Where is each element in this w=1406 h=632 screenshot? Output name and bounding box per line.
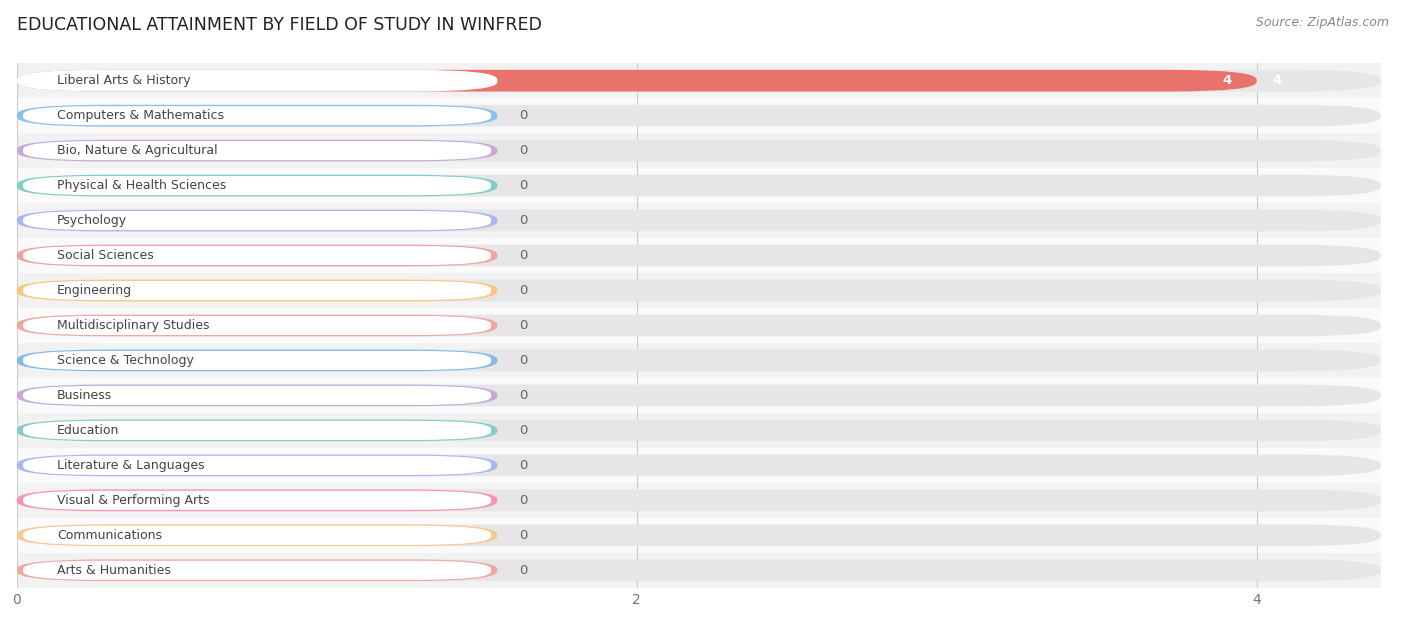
Text: 4: 4 <box>1223 74 1232 87</box>
Text: Psychology: Psychology <box>58 214 128 227</box>
FancyBboxPatch shape <box>17 140 1381 161</box>
FancyBboxPatch shape <box>17 315 498 336</box>
FancyBboxPatch shape <box>17 385 1381 406</box>
FancyBboxPatch shape <box>22 176 491 195</box>
Text: Multidisciplinary Studies: Multidisciplinary Studies <box>58 319 209 332</box>
Bar <box>17 63 1381 98</box>
FancyBboxPatch shape <box>22 246 491 265</box>
Text: 0: 0 <box>519 564 527 577</box>
Text: EDUCATIONAL ATTAINMENT BY FIELD OF STUDY IN WINFRED: EDUCATIONAL ATTAINMENT BY FIELD OF STUDY… <box>17 16 541 33</box>
Text: Visual & Performing Arts: Visual & Performing Arts <box>58 494 209 507</box>
Text: Science & Technology: Science & Technology <box>58 354 194 367</box>
FancyBboxPatch shape <box>17 315 1381 336</box>
Text: 0: 0 <box>519 319 527 332</box>
Text: 0: 0 <box>519 144 527 157</box>
FancyBboxPatch shape <box>17 140 498 161</box>
Bar <box>17 273 1381 308</box>
Bar <box>17 378 1381 413</box>
FancyBboxPatch shape <box>17 490 498 511</box>
FancyBboxPatch shape <box>22 456 491 475</box>
Bar <box>17 203 1381 238</box>
FancyBboxPatch shape <box>22 281 491 300</box>
FancyBboxPatch shape <box>17 105 498 126</box>
FancyBboxPatch shape <box>17 70 1381 92</box>
FancyBboxPatch shape <box>17 525 498 546</box>
FancyBboxPatch shape <box>17 559 1381 581</box>
Text: 4: 4 <box>1272 74 1281 87</box>
FancyBboxPatch shape <box>17 349 1381 371</box>
FancyBboxPatch shape <box>17 349 498 371</box>
Text: 0: 0 <box>519 494 527 507</box>
Text: 0: 0 <box>519 214 527 227</box>
FancyBboxPatch shape <box>22 421 491 440</box>
FancyBboxPatch shape <box>17 70 498 92</box>
FancyBboxPatch shape <box>22 316 491 335</box>
Bar <box>17 343 1381 378</box>
Text: 0: 0 <box>519 354 527 367</box>
FancyBboxPatch shape <box>17 210 498 231</box>
FancyBboxPatch shape <box>17 559 498 581</box>
FancyBboxPatch shape <box>22 526 491 545</box>
FancyBboxPatch shape <box>22 351 491 370</box>
Text: 0: 0 <box>519 249 527 262</box>
Bar <box>17 518 1381 553</box>
FancyBboxPatch shape <box>17 385 498 406</box>
FancyBboxPatch shape <box>17 420 498 441</box>
Text: Education: Education <box>58 424 120 437</box>
FancyBboxPatch shape <box>22 106 491 125</box>
FancyBboxPatch shape <box>17 70 1257 92</box>
FancyBboxPatch shape <box>17 105 1381 126</box>
Text: 0: 0 <box>519 284 527 297</box>
Text: 0: 0 <box>519 109 527 122</box>
FancyBboxPatch shape <box>22 211 491 230</box>
FancyBboxPatch shape <box>17 454 1381 476</box>
FancyBboxPatch shape <box>17 420 1381 441</box>
Bar <box>17 553 1381 588</box>
FancyBboxPatch shape <box>17 280 498 301</box>
Text: 0: 0 <box>519 424 527 437</box>
Text: Arts & Humanities: Arts & Humanities <box>58 564 172 577</box>
Text: Social Sciences: Social Sciences <box>58 249 153 262</box>
FancyBboxPatch shape <box>17 454 498 476</box>
Bar <box>17 133 1381 168</box>
Bar <box>17 483 1381 518</box>
FancyBboxPatch shape <box>22 386 491 405</box>
FancyBboxPatch shape <box>17 210 1381 231</box>
Text: Liberal Arts & History: Liberal Arts & History <box>58 74 191 87</box>
Bar <box>17 238 1381 273</box>
FancyBboxPatch shape <box>17 245 498 266</box>
Text: Computers & Mathematics: Computers & Mathematics <box>58 109 224 122</box>
FancyBboxPatch shape <box>17 245 1381 266</box>
Text: 0: 0 <box>519 179 527 192</box>
FancyBboxPatch shape <box>22 141 491 160</box>
Text: Business: Business <box>58 389 112 402</box>
Text: Bio, Nature & Agricultural: Bio, Nature & Agricultural <box>58 144 218 157</box>
FancyBboxPatch shape <box>17 490 1381 511</box>
FancyBboxPatch shape <box>22 561 491 580</box>
Text: Physical & Health Sciences: Physical & Health Sciences <box>58 179 226 192</box>
Bar <box>17 98 1381 133</box>
Text: 0: 0 <box>519 389 527 402</box>
Bar <box>17 448 1381 483</box>
FancyBboxPatch shape <box>17 175 1381 197</box>
Text: 0: 0 <box>519 459 527 472</box>
FancyBboxPatch shape <box>17 175 498 197</box>
Text: 0: 0 <box>519 529 527 542</box>
Text: Communications: Communications <box>58 529 162 542</box>
Text: Engineering: Engineering <box>58 284 132 297</box>
Text: Source: ZipAtlas.com: Source: ZipAtlas.com <box>1256 16 1389 29</box>
Bar <box>17 168 1381 203</box>
Text: Literature & Languages: Literature & Languages <box>58 459 205 472</box>
FancyBboxPatch shape <box>17 525 1381 546</box>
Bar <box>17 413 1381 448</box>
Bar <box>17 308 1381 343</box>
FancyBboxPatch shape <box>22 491 491 510</box>
FancyBboxPatch shape <box>17 280 1381 301</box>
